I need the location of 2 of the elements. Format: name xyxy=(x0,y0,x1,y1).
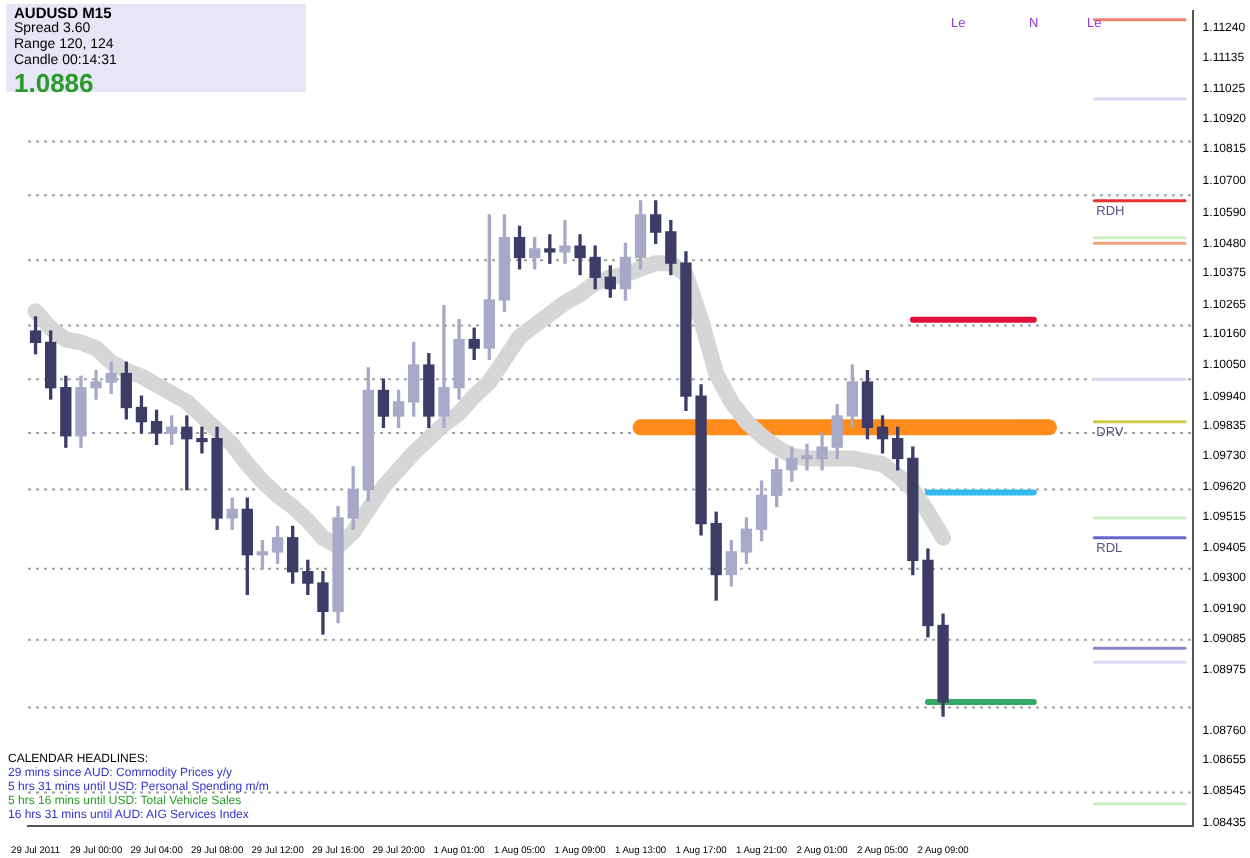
candlestick xyxy=(559,220,571,264)
annotation: 1.0886 xyxy=(14,68,96,98)
